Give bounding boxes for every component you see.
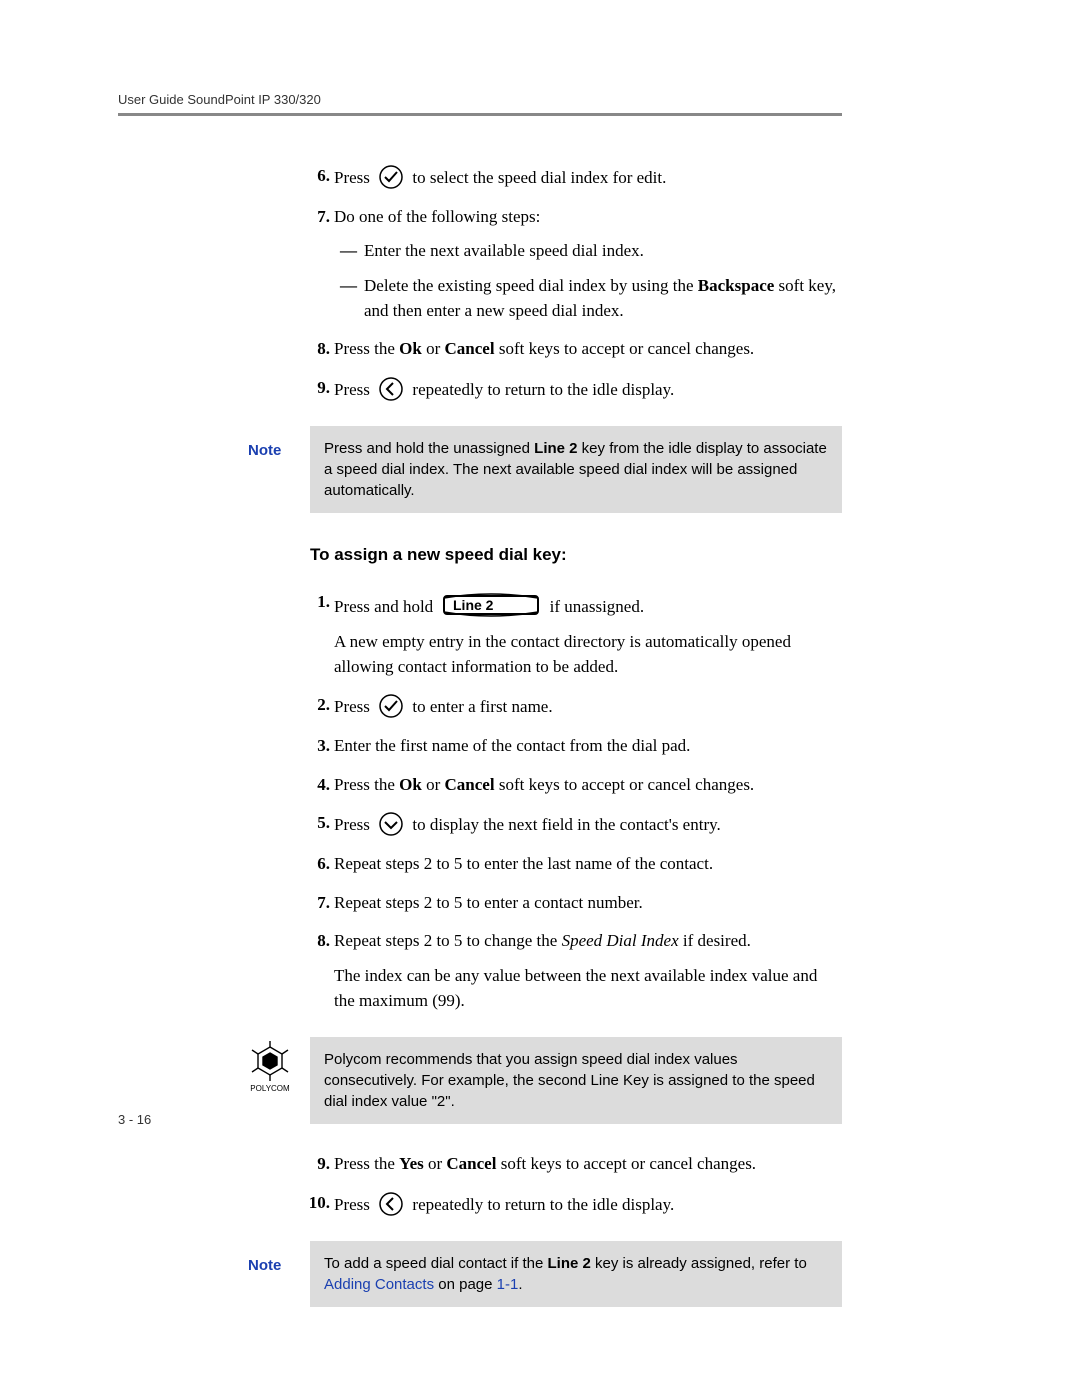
- note-label: Note: [248, 1255, 281, 1277]
- svg-text:POLYCOM: POLYCOM: [250, 1084, 290, 1093]
- sub-list-item: —Delete the existing speed dial index by…: [334, 274, 842, 323]
- dash-bullet: —: [340, 239, 357, 264]
- list-item: 8.Press the Ok or Cancel soft keys to ac…: [310, 337, 842, 362]
- subheading-assign-speed-dial: To assign a new speed dial key:: [310, 543, 842, 568]
- list-number: 9.: [306, 1152, 330, 1177]
- list-number: 9.: [306, 376, 330, 401]
- list-item: 10.Press repeatedly to return to the idl…: [310, 1191, 842, 1218]
- list-item: 2.Press to enter a first name.: [310, 693, 842, 720]
- list-item: 9.Press the Yes or Cancel soft keys to a…: [310, 1152, 842, 1177]
- list-item: 9.Press repeatedly to return to the idle…: [310, 376, 842, 403]
- running-header: User Guide SoundPoint IP 330/320: [118, 92, 842, 107]
- check-icon: [378, 164, 404, 190]
- list-number: 8.: [306, 929, 330, 954]
- sub-list-item: —Enter the next available speed dial ind…: [334, 239, 842, 264]
- list-item: 5.Press to display the next field in the…: [310, 811, 842, 838]
- page-footer: 3 - 16: [118, 1112, 151, 1127]
- back-icon: [378, 376, 404, 402]
- list-number: 5.: [306, 811, 330, 836]
- down-icon: [378, 811, 404, 837]
- list-number: 1.: [306, 590, 330, 615]
- back-icon: [378, 1191, 404, 1217]
- list-number: 7.: [306, 891, 330, 916]
- header-rule: [118, 113, 842, 116]
- list-item: 4.Press the Ok or Cancel soft keys to ac…: [310, 773, 842, 798]
- list-item: 8.Repeat steps 2 to 5 to change the Spee…: [310, 929, 842, 1013]
- list-item: 1.Press and hold Line 2 if unassigned.A …: [310, 590, 842, 679]
- list-number: 8.: [306, 337, 330, 362]
- check-icon: [378, 693, 404, 719]
- link[interactable]: 1-1: [497, 1276, 519, 1293]
- line2-key-icon: Line 2: [443, 590, 539, 620]
- list-number: 4.: [306, 773, 330, 798]
- note-block-3: Note To add a speed dial contact if the …: [118, 1241, 842, 1307]
- list-number: 3.: [306, 734, 330, 759]
- list-item: 6.Repeat steps 2 to 5 to enter the last …: [310, 852, 842, 877]
- link[interactable]: Adding Contacts: [324, 1276, 434, 1293]
- main-content: 6.Press to select the speed dial index f…: [310, 164, 842, 1307]
- list-number: 6.: [306, 852, 330, 877]
- list-number: 6.: [306, 164, 330, 189]
- list-item: 3.Enter the first name of the contact fr…: [310, 734, 842, 759]
- polycom-logo-icon: POLYCOM: [240, 1041, 300, 1093]
- list-number: 7.: [306, 205, 330, 230]
- note-block-2: POLYCOM Polycom recommends that you assi…: [118, 1037, 842, 1124]
- list-item: 6.Press to select the speed dial index f…: [310, 164, 842, 191]
- note-box: Polycom recommends that you assign speed…: [310, 1037, 842, 1124]
- note-box: Press and hold the unassigned Line 2 key…: [310, 426, 842, 513]
- dash-bullet: —: [340, 274, 357, 299]
- list-item: 7.Do one of the following steps:—Enter t…: [310, 205, 842, 324]
- svg-text:Line 2: Line 2: [453, 597, 494, 613]
- list-number: 10.: [306, 1191, 330, 1216]
- note-box: To add a speed dial contact if the Line …: [310, 1241, 842, 1307]
- note-label: Note: [248, 440, 281, 462]
- list-item: 7.Repeat steps 2 to 5 to enter a contact…: [310, 891, 842, 916]
- note-block-1: Note Press and hold the unassigned Line …: [118, 426, 842, 513]
- list-number: 2.: [306, 693, 330, 718]
